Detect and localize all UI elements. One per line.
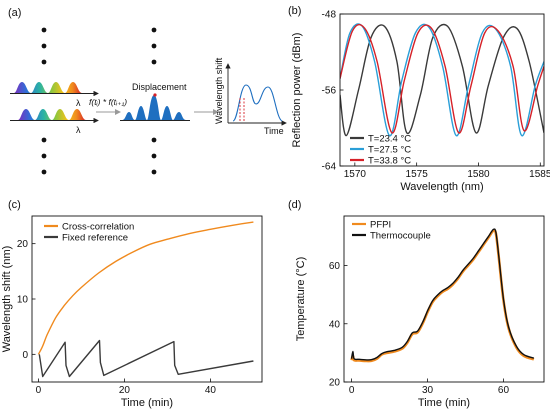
x-tick-label: 40: [205, 385, 217, 396]
legend-label: T=33.8 °C: [368, 156, 411, 167]
chart-temperature: 0 30 60 20 40 60 Time (min) Temperature (°C) PFP…: [295, 215, 545, 409]
y-tick-label: -64: [322, 162, 337, 173]
x-tick-label: 0: [36, 385, 42, 396]
y-tick-label: 20: [17, 239, 29, 250]
dots-column-left: [41, 27, 47, 175]
legend-label: Cross-correlation: [62, 222, 134, 233]
legend-label: PFPI: [370, 220, 391, 231]
y-tick-label: 60: [329, 261, 341, 272]
shift-axis-label: Wavelength shift: [214, 57, 224, 124]
x-tick-label: 20: [119, 385, 131, 396]
shift-curve: [232, 84, 283, 122]
rainbow-spectrum-top: [14, 82, 82, 93]
plot-frame-temperature: [343, 215, 545, 383]
x-tick-label: 1580: [467, 169, 490, 180]
lambda-label-bottom: λ: [76, 125, 81, 135]
x-tick-label: 60: [498, 385, 510, 396]
chart-reflection-spectrum: 1570 1575 1580 1585 -64 -56 -48 Wavelength (nm)…: [291, 10, 550, 194]
panel-label-a: (a): [8, 7, 21, 19]
x-tick-label: 1585: [529, 169, 550, 180]
panel-label-d: (d): [288, 199, 301, 211]
legend-label: T=23.4 °C: [368, 134, 411, 145]
series-line-temperature-1: [350, 228, 535, 363]
y-tick-label: 20: [329, 378, 341, 389]
peak-marker: [153, 93, 157, 97]
x-axis-label: Time (min): [121, 397, 173, 409]
correlation-peaks: [122, 95, 186, 120]
schematic-diagram: λ λ f(tᵢ) * f(tᵢ₊₁) Displacement Wavelen…: [10, 27, 287, 175]
series-line-shift-1: [37, 221, 254, 355]
x-tick-label: 0: [349, 385, 355, 396]
series-line-spectrum-1: [340, 23, 544, 137]
x-tick-label: 1570: [344, 169, 367, 180]
legend-label: Thermocouple: [370, 231, 431, 242]
rainbow-spectrum-bottom: [18, 109, 86, 120]
y-tick-label: -48: [322, 10, 337, 21]
y-tick-label: -56: [322, 86, 337, 97]
displacement-label: Displacement: [132, 82, 187, 92]
y-axis-label: Reflection power (dBm): [291, 33, 303, 148]
series-line-shift-2: [38, 339, 254, 378]
lambda-label-top: λ: [76, 98, 81, 108]
y-tick-label: 0: [22, 350, 28, 361]
y-axis-label: Wavelength shift (nm): [1, 246, 13, 353]
dots-column-middle: [151, 27, 157, 175]
x-tick-label: 1575: [406, 169, 429, 180]
series-line-spectrum-2: [340, 23, 544, 137]
legend-label: Fixed reference: [62, 233, 128, 244]
correlation-formula: f(tᵢ) * f(tᵢ₊₁): [89, 97, 127, 107]
y-axis-label: Temperature (°C): [295, 257, 307, 341]
x-axis-label: Wavelength (nm): [400, 181, 483, 193]
y-tick-label: 10: [17, 295, 29, 306]
time-axis-label: Time: [264, 126, 284, 136]
series-line-temperature-2: [350, 228, 535, 361]
series-line-spectrum-3: [340, 23, 544, 134]
legend-label: T=27.5 °C: [368, 145, 411, 156]
panel-label-c: (c): [8, 199, 21, 211]
x-axis-label: Time (min): [418, 397, 470, 409]
x-tick-label: 30: [422, 385, 434, 396]
y-tick-label: 40: [329, 319, 341, 330]
panel-label-b: (b): [288, 5, 301, 17]
